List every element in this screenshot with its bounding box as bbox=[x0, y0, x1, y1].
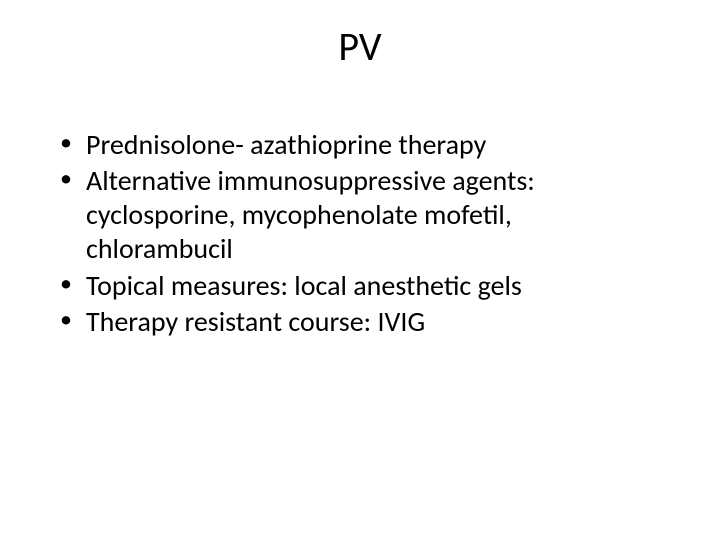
list-item: Alternative immunosuppressive agents: cy… bbox=[58, 164, 662, 266]
list-item: Topical measures: local anesthetic gels bbox=[58, 269, 662, 303]
slide-body: Prednisolone- azathioprine therapy Alter… bbox=[58, 128, 662, 341]
bullet-list: Prednisolone- azathioprine therapy Alter… bbox=[58, 128, 662, 339]
slide-title: PV bbox=[0, 22, 720, 71]
slide: PV Prednisolone- azathioprine therapy Al… bbox=[0, 0, 720, 540]
list-item: Prednisolone- azathioprine therapy bbox=[58, 128, 662, 162]
list-item: Therapy resistant course: IVIG bbox=[58, 305, 662, 339]
